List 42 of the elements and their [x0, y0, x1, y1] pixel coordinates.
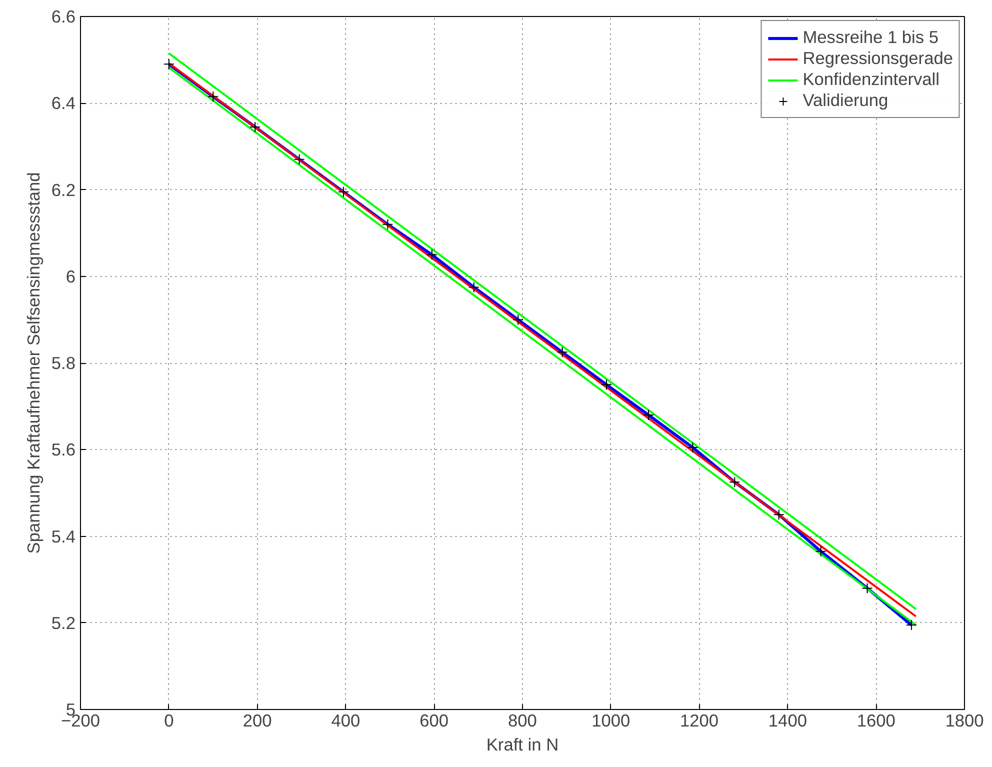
point: [906, 620, 917, 631]
x-tick-label: 0: [164, 710, 174, 730]
x-tick-label: 1200: [680, 710, 719, 730]
x-tick-label: 800: [508, 710, 537, 730]
point: [250, 121, 261, 132]
legend-label: Messreihe 1 bis 5: [802, 27, 939, 48]
x-tick-label: 400: [331, 710, 360, 730]
point: [426, 249, 438, 260]
y-tick-label: 5.4: [51, 526, 76, 546]
point: [862, 582, 873, 594]
point: [687, 442, 698, 453]
x-tick-label: 1800: [945, 710, 984, 730]
y-tick-label: 6.4: [51, 93, 76, 114]
point: [815, 546, 826, 557]
point: [773, 509, 784, 520]
point: [600, 379, 612, 390]
point: [294, 154, 305, 165]
x-tick-label: 600: [420, 710, 449, 730]
point: [642, 409, 654, 420]
y-axis-title: Spannung Kraftaufnehmer Selfsensingmessstand: [23, 172, 44, 554]
y-tick-label: 5.8: [51, 353, 76, 373]
x-tick-label: 1600: [856, 710, 896, 730]
x-tick-label: 1000: [592, 710, 630, 730]
point: [338, 186, 349, 198]
x-tick-label: 200: [242, 710, 272, 730]
point: [208, 91, 219, 102]
legend-label: Validierung: [802, 90, 888, 111]
x-tick-label: 1400: [768, 710, 807, 730]
x-axis-title: Kraft in N: [486, 734, 559, 754]
legend-label: Regressionsgerade: [802, 48, 953, 69]
point: [163, 58, 174, 70]
point: [512, 314, 524, 326]
point: [556, 346, 568, 358]
y-tick-label: 6.6: [51, 6, 76, 26]
y-tick-label: 5.2: [51, 612, 76, 633]
y-tick-label: 6: [66, 266, 76, 286]
y-tick-label: 6.2: [51, 180, 76, 200]
point: [382, 218, 394, 230]
point: [468, 282, 480, 293]
legend-label: Konfidenzintervall: [802, 69, 940, 90]
y-tick-label: 5.6: [51, 440, 76, 460]
point: [729, 476, 740, 488]
